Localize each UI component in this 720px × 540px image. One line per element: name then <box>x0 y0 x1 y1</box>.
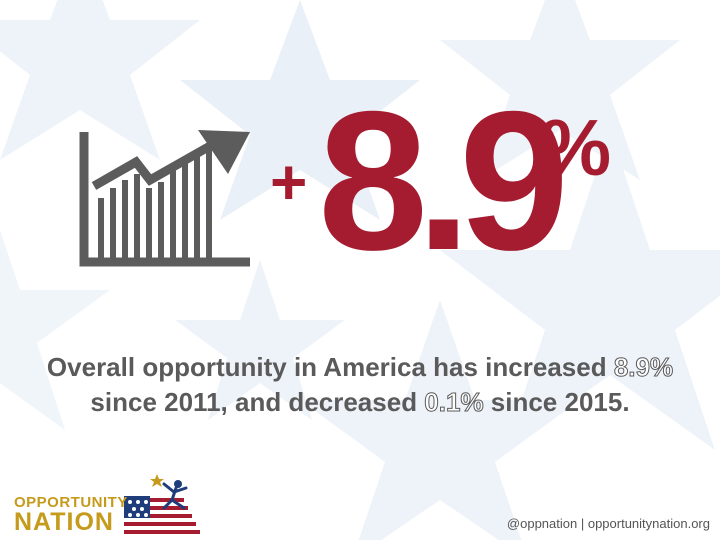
star-shape <box>175 260 345 420</box>
hero-number: 8.9 <box>318 70 569 291</box>
headline-text: since 2015. <box>483 387 630 417</box>
reaching-figure-icon <box>162 480 188 510</box>
twitter-handle: @oppnation <box>506 516 578 531</box>
headline-highlight: 8.9% <box>613 352 674 383</box>
hero-percent-sign: % <box>540 103 612 192</box>
star-shape <box>440 0 680 180</box>
star-shape <box>0 230 110 430</box>
headline-text: Overall opportunity in America has incre… <box>46 352 614 382</box>
footer-separator: | <box>577 516 588 531</box>
arrow-head-icon <box>198 130 250 174</box>
chart-axis <box>79 132 250 267</box>
flag-with-star-figure-icon <box>124 474 200 534</box>
gold-star-icon <box>150 474 164 487</box>
chart-bars <box>98 150 212 258</box>
website-link[interactable]: opportunitynation.org <box>587 516 710 531</box>
star-shape <box>0 0 200 160</box>
flag-stripes <box>124 498 200 534</box>
trend-line <box>91 142 213 190</box>
headline-line-2: since 2011, and decreased 0.1% since 201… <box>0 385 720 420</box>
star-shape <box>440 130 720 450</box>
logo-word-opportunity: OPPORTUNITY <box>14 494 128 511</box>
headline-highlight: 0.1% <box>424 387 484 418</box>
headline-text: since 2011, and decreased <box>90 387 425 417</box>
canton-stars <box>128 500 148 517</box>
footer: @oppnation | opportunitynation.org <box>507 516 710 531</box>
hero-plus-sign: + <box>270 146 308 218</box>
headline: Overall opportunity in America has incre… <box>0 350 720 420</box>
star-shape <box>300 300 580 540</box>
headline-line-1: Overall opportunity in America has incre… <box>0 350 720 385</box>
bar-chart-with-rising-arrow-icon <box>79 130 250 267</box>
star-shape <box>180 0 420 220</box>
logo-word-nation: NATION <box>14 508 114 536</box>
